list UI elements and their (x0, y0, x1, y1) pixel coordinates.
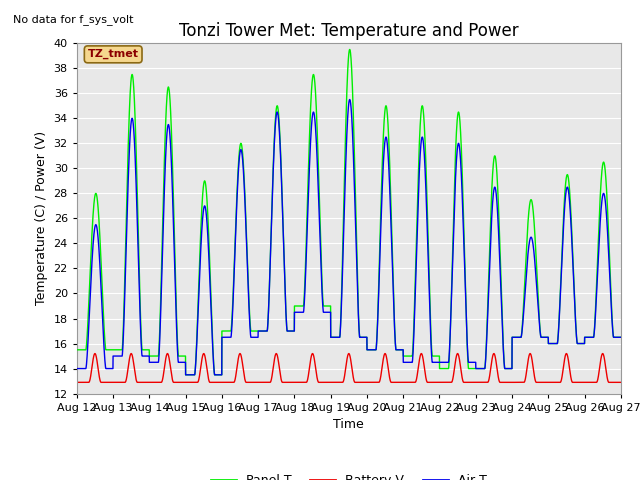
Title: Tonzi Tower Met: Temperature and Power: Tonzi Tower Met: Temperature and Power (179, 22, 518, 40)
Text: TZ_tmet: TZ_tmet (88, 49, 139, 60)
Legend: Panel T, Battery V, Air T: Panel T, Battery V, Air T (206, 469, 492, 480)
X-axis label: Time: Time (333, 418, 364, 431)
Text: No data for f_sys_volt: No data for f_sys_volt (13, 14, 133, 25)
Y-axis label: Temperature (C) / Power (V): Temperature (C) / Power (V) (35, 132, 48, 305)
